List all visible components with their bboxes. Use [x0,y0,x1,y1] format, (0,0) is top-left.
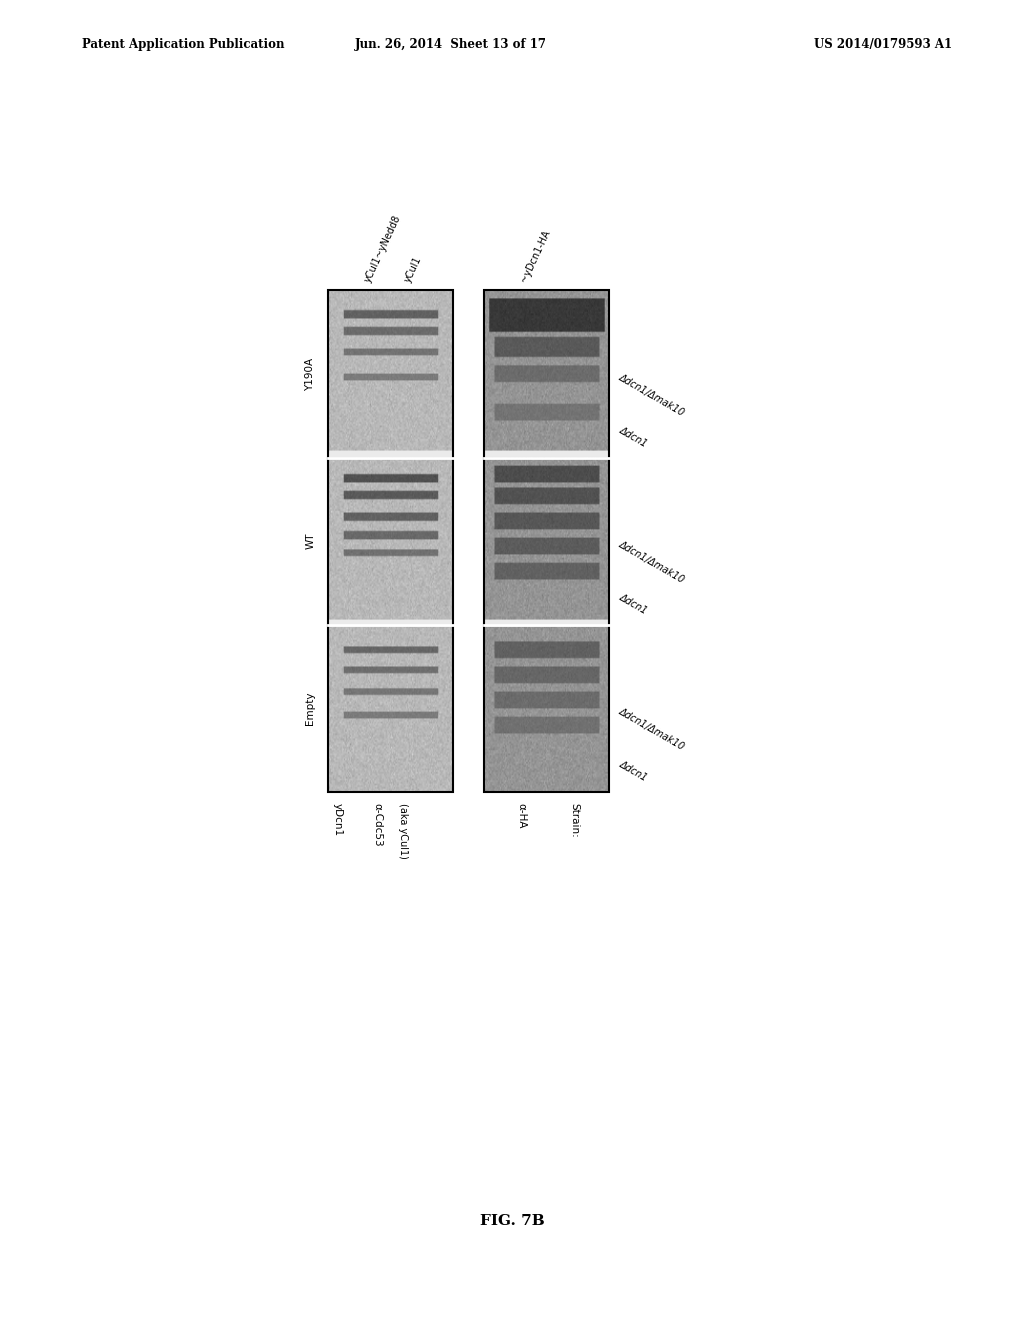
Text: Δdcn1/Δmak10: Δdcn1/Δmak10 [617,372,687,417]
Text: yDcn1: yDcn1 [333,803,343,836]
Text: FIG. 7B: FIG. 7B [479,1214,545,1228]
Text: Δdcn1: Δdcn1 [617,591,649,616]
Text: US 2014/0179593 A1: US 2014/0179593 A1 [814,38,952,51]
Text: Strain:: Strain: [569,803,580,837]
Text: Y190A: Y190A [305,358,315,391]
Text: Δdcn1: Δdcn1 [617,759,649,783]
Bar [328,290,453,792]
Text: Δdcn1: Δdcn1 [617,425,649,449]
Text: yCul1~yNedd8: yCul1~yNedd8 [362,214,402,284]
Text: α-Cdc53: α-Cdc53 [373,803,383,846]
Text: Patent Application Publication: Patent Application Publication [82,38,285,51]
Text: Jun. 26, 2014  Sheet 13 of 17: Jun. 26, 2014 Sheet 13 of 17 [354,38,547,51]
Text: WT: WT [305,533,315,549]
Text: (aka yCul1): (aka yCul1) [397,803,408,858]
Text: ~yDcn1-HA: ~yDcn1-HA [519,228,552,284]
Text: Δdcn1/Δmak10: Δdcn1/Δmak10 [617,706,687,752]
Text: α-HA: α-HA [517,803,526,828]
Text: Δdcn1/Δmak10: Δdcn1/Δmak10 [617,540,687,585]
Text: yCul1: yCul1 [402,255,424,284]
Text: Empty: Empty [305,692,315,725]
Bar [484,290,609,792]
